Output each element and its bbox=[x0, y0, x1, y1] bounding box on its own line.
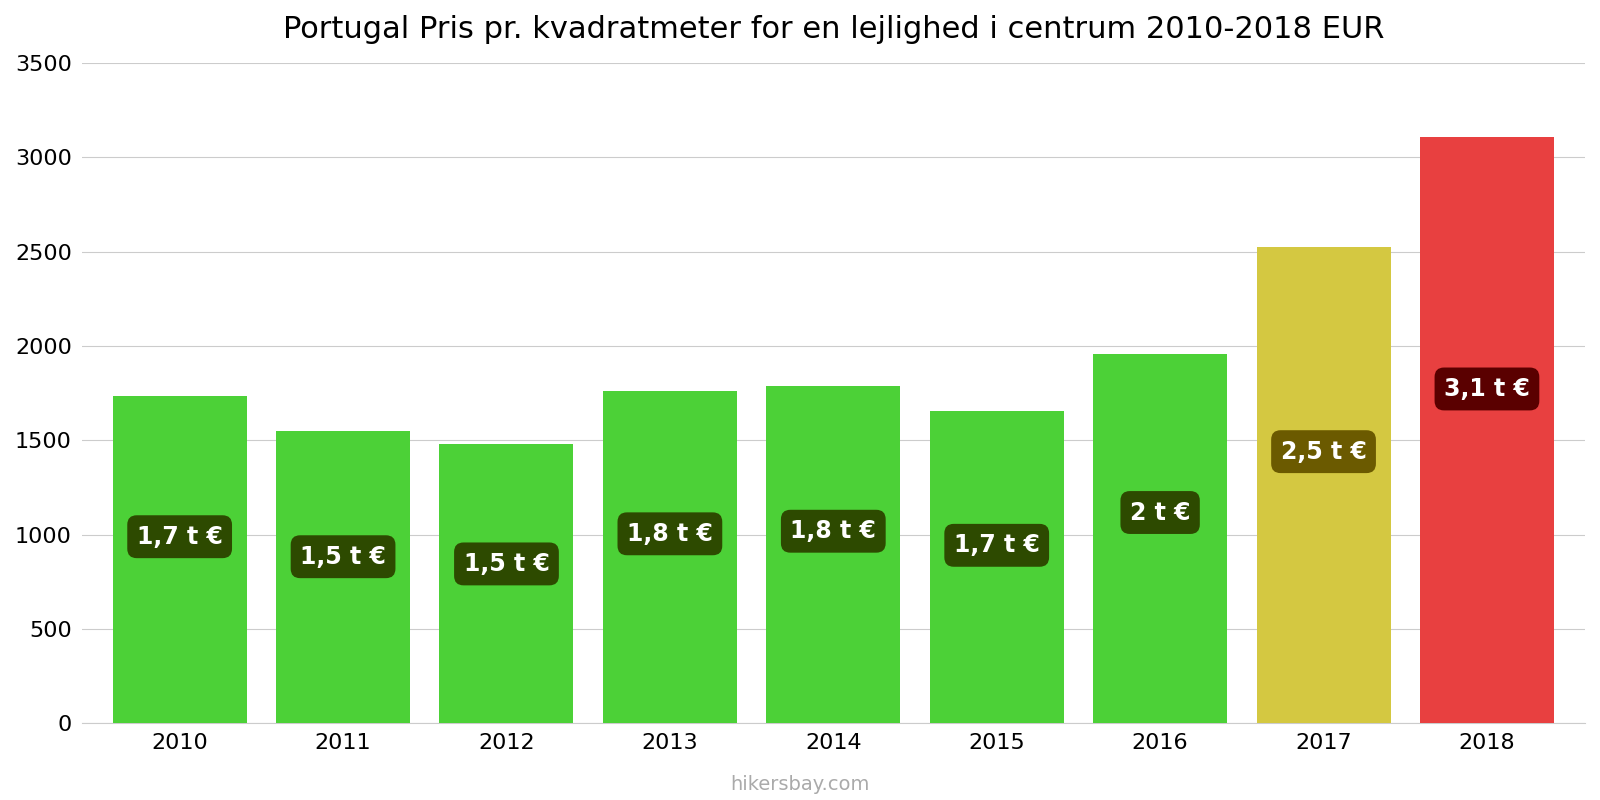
Bar bbox=[277, 431, 410, 723]
Bar bbox=[112, 396, 246, 723]
Text: 1,8 t €: 1,8 t € bbox=[790, 519, 877, 543]
Text: 1,5 t €: 1,5 t € bbox=[464, 552, 549, 576]
Bar bbox=[930, 411, 1064, 723]
Text: 1,5 t €: 1,5 t € bbox=[301, 545, 386, 569]
Bar bbox=[440, 444, 573, 723]
Text: 2 t €: 2 t € bbox=[1130, 501, 1190, 525]
Bar bbox=[766, 386, 901, 723]
Text: 1,7 t €: 1,7 t € bbox=[954, 534, 1040, 558]
Bar bbox=[1256, 246, 1390, 723]
Text: 2,5 t €: 2,5 t € bbox=[1280, 440, 1366, 464]
Text: 1,8 t €: 1,8 t € bbox=[627, 522, 714, 546]
Text: 1,7 t €: 1,7 t € bbox=[136, 525, 222, 549]
Text: 3,1 t €: 3,1 t € bbox=[1445, 377, 1530, 401]
Title: Portugal Pris pr. kvadratmeter for en lejlighed i centrum 2010-2018 EUR: Portugal Pris pr. kvadratmeter for en le… bbox=[283, 15, 1384, 44]
Bar bbox=[603, 391, 738, 723]
Bar bbox=[1419, 137, 1554, 723]
Bar bbox=[1093, 354, 1227, 723]
Text: hikersbay.com: hikersbay.com bbox=[730, 774, 870, 794]
